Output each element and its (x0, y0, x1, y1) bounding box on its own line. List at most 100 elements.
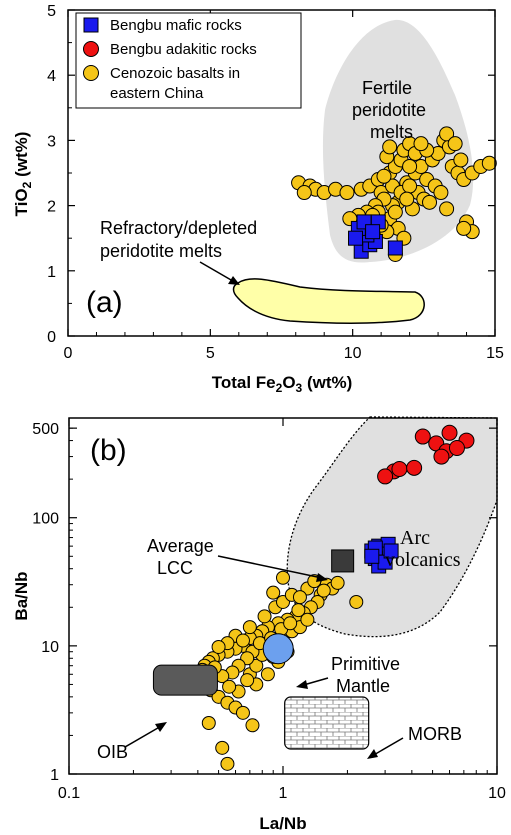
point-basalt-b (300, 612, 315, 627)
point-basalt-b (266, 585, 281, 600)
point-basalt-a (296, 185, 312, 201)
point-basalt-a (422, 194, 438, 210)
annotation-lcc-arrowhead (316, 573, 328, 582)
annotation-fertile-2: peridotite (352, 100, 426, 120)
annotation-pm-2: Mantle (336, 676, 390, 696)
annotation-arc-1: Arc (400, 527, 430, 549)
point-basalt-b (242, 620, 257, 635)
y-tick-label-a: 4 (47, 68, 56, 85)
point-basalt-a (382, 139, 398, 155)
x-tick-label-b: 1 (279, 785, 288, 802)
legend-label-adakitic: Bengbu adakitic rocks (110, 41, 257, 58)
y-tick-label-a: 0 (47, 329, 56, 346)
points-b (193, 424, 475, 771)
point-basalt-b (235, 633, 250, 648)
points-a (291, 126, 497, 262)
point-adakitic-b (414, 428, 431, 445)
annotation-pm-1: Primitive (331, 654, 400, 674)
panel-label-a: (a) (86, 286, 123, 319)
point-mafic-a (348, 230, 364, 246)
point-basalt-a (439, 201, 455, 217)
annotation-morb-arrowhead (367, 749, 378, 759)
annotation-oib-arrow (124, 724, 164, 748)
annotation-refractory-2: peridotite melts (100, 241, 222, 261)
annotation-fertile-1: Fertile (362, 78, 412, 98)
point-basalt-a (402, 178, 418, 194)
x-tick-label-b: 0.1 (58, 785, 80, 802)
legend-marker-adakitic (83, 41, 99, 57)
annotation-refractory-1: Refractory/depleted (100, 218, 257, 238)
point-basalt-a (339, 185, 355, 201)
legend-marker-basalt (83, 65, 99, 81)
y-tick-label-a: 3 (47, 133, 56, 150)
point-basalt-b (245, 718, 260, 733)
point-basalt-b (260, 667, 275, 682)
legend-frame (75, 12, 302, 109)
point-adakitic-b (441, 424, 458, 441)
point-adakitic-b (448, 439, 465, 456)
legend-marker-mafic (83, 17, 99, 33)
point-basalt-b (276, 570, 290, 585)
point-mafic-b (383, 543, 399, 559)
y-tick-label-b: 500 (32, 421, 59, 438)
legend-label-mafic: Bengbu mafic rocks (110, 17, 242, 34)
reference-markers (152, 664, 370, 750)
point-basalt-a (413, 136, 429, 152)
point-basalt-a (376, 168, 392, 184)
point-adakitic-b (406, 459, 423, 476)
point-basalt-a (456, 220, 472, 236)
x-tick-label-a: 10 (344, 345, 362, 362)
point-basalt-a (439, 126, 455, 142)
point-basalt-b (240, 673, 255, 688)
point-basalt-b (257, 609, 272, 624)
point-basalt-a (453, 152, 469, 168)
point-basalt-a (402, 158, 418, 174)
x-tick-label-b: 10 (488, 785, 506, 802)
annotation-lcc-arrow (217, 555, 323, 579)
x-tick-label-a: 15 (486, 345, 504, 362)
annotation-morb-arrow (371, 737, 404, 757)
legend-label-basalt-2: eastern China (110, 85, 204, 102)
morb-field (284, 696, 370, 750)
y-axis-label-b: Ba/Nb (12, 571, 31, 620)
point-basalt-a (481, 155, 497, 171)
point-basalt-b (316, 583, 331, 598)
y-tick-label-b: 10 (41, 639, 59, 656)
point-adakitic-b (391, 460, 408, 477)
point-mafic-a (365, 224, 381, 240)
x-tick-label-a: 5 (206, 345, 215, 362)
y-tick-label-a: 1 (47, 264, 56, 281)
point-basalt-a (433, 185, 449, 201)
y-axis-label-a: TiO2 (wt%) (12, 132, 34, 217)
average-lcc-marker (331, 549, 355, 573)
point-basalt-b (249, 658, 264, 673)
point-basalt-b (283, 616, 298, 631)
annotation-lcc-2: LCC (157, 558, 193, 578)
legend-label-basalt-1: Cenozoic basalts in (110, 65, 240, 82)
y-tick-label-b: 100 (32, 511, 59, 528)
annotation-arc-2: volcanics (385, 549, 461, 571)
point-mafic-a (387, 240, 403, 256)
chart-a: 0 5 10 15 0 1 2 3 4 5 (a) Bengbu mafic rocks Beng… (12, 3, 504, 395)
point-basalt-b (292, 590, 307, 605)
point-basalt-b (330, 575, 345, 590)
annotation-oib: OIB (97, 742, 128, 762)
point-mafic-b (364, 548, 380, 564)
y-tick-label-b: 1 (50, 767, 59, 784)
point-basalt-a (387, 204, 403, 220)
point-adakitic-b (377, 468, 394, 485)
panel-label-b: (b) (90, 434, 127, 467)
point-basalt-b (291, 603, 306, 618)
annotation-morb: MORB (408, 724, 462, 744)
annotation-oib-arrowhead (155, 722, 167, 732)
point-basalt-a (447, 136, 463, 152)
annotation-lcc-1: Average (147, 536, 214, 556)
point-basalt-a (399, 191, 415, 207)
point-basalt-b (211, 639, 226, 654)
point-basalt-b (349, 594, 364, 609)
point-basalt-b (215, 740, 230, 755)
x-axis-label-a: Total Fe2O3 (wt%) (212, 373, 353, 395)
oib-field (152, 664, 218, 696)
x-axis-label-b: La/Nb (259, 814, 306, 833)
